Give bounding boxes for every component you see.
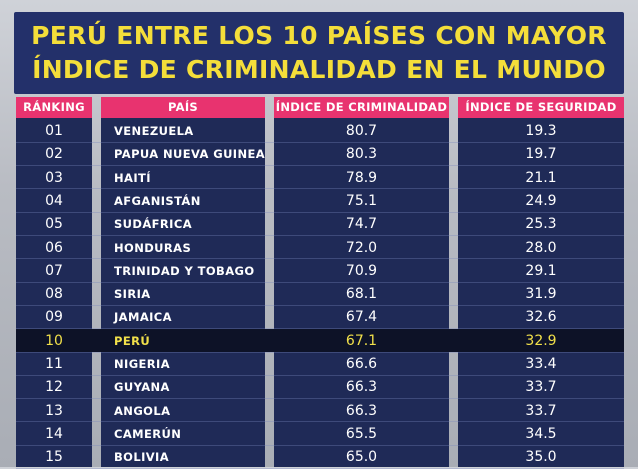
crime-index-cell: 78.9 — [345, 169, 378, 186]
row-divider — [16, 304, 624, 306]
page-title: PERÚ ENTRE LOS 10 PAÍSES CON MAYOR ÍNDIC… — [14, 12, 624, 94]
safety-index-cell: 33.4 — [525, 356, 557, 372]
header-country: PAÍS — [101, 97, 265, 118]
row-divider — [16, 235, 624, 236]
safety-index-cell: 31.9 — [525, 286, 557, 303]
safety-index-cell: 35.0 — [525, 449, 557, 466]
rank-cell: 13 — [45, 402, 63, 419]
crime-index-cell: 67.1 — [345, 332, 378, 349]
country-cell: PERÚ — [114, 333, 151, 348]
row-divider — [16, 281, 624, 283]
crime-index-cell: 72.0 — [345, 239, 378, 256]
row-divider — [16, 374, 624, 376]
safety-index-cell: 33.7 — [525, 402, 557, 419]
crime-index-cell: 68.1 — [345, 286, 378, 303]
safety-index-cell: 29.1 — [525, 262, 557, 279]
crime-index-cell: 65.5 — [345, 425, 378, 442]
country-cell: CAMERÚN — [114, 426, 182, 441]
rank-cell: 02 — [45, 146, 63, 163]
rank-cell: 04 — [45, 192, 63, 209]
safety-index-cell: 34.5 — [525, 425, 557, 442]
row-divider — [16, 351, 624, 353]
header-ranking: RÁNKING — [16, 97, 92, 118]
safety-index-column-bg — [458, 97, 624, 467]
row-divider — [16, 188, 624, 190]
safety-index-cell: 32.6 — [525, 309, 557, 326]
rank-cell: 14 — [45, 425, 63, 442]
ranking-column-bg — [16, 97, 92, 467]
rank-cell: 11 — [45, 356, 63, 372]
country-cell: NIGERIA — [114, 357, 171, 371]
title-line-2: ÍNDICE DE CRIMINALIDAD EN EL MUNDO — [32, 55, 606, 84]
highlight-row — [16, 328, 624, 352]
crime-index-cell: 80.7 — [345, 123, 378, 139]
country-cell: HAITÍ — [114, 170, 151, 185]
crime-index-cell: 66.3 — [345, 402, 378, 419]
row-divider — [16, 421, 624, 423]
row-divider — [16, 165, 624, 167]
crime-index-column-bg — [274, 97, 449, 467]
country-cell: ANGOLA — [114, 403, 171, 418]
safety-index-cell: 19.7 — [525, 146, 557, 163]
crime-index-cell: 75.1 — [345, 192, 378, 209]
rank-cell: 08 — [45, 286, 63, 303]
crime-index-cell: 67.4 — [345, 309, 378, 326]
row-divider — [16, 141, 624, 143]
header-crime-index: ÍNDICE DE CRIMINALIDAD — [274, 97, 449, 118]
safety-index-cell: 32.9 — [525, 332, 557, 349]
safety-index-cell: 33.7 — [525, 379, 557, 396]
country-column-bg — [101, 97, 265, 467]
rank-cell: 03 — [45, 169, 63, 186]
row-divider — [16, 444, 624, 446]
title-line-1: PERÚ ENTRE LOS 10 PAÍSES CON MAYOR — [31, 21, 607, 50]
safety-index-cell: 24.9 — [525, 192, 557, 209]
safety-index-cell: 28.0 — [525, 239, 557, 256]
row-divider — [16, 398, 624, 400]
country-cell: SIRIA — [114, 287, 151, 302]
country-cell: BOLIVIA — [114, 450, 170, 465]
country-cell: PAPUA NUEVA GUINEA — [114, 147, 266, 162]
rank-cell: 09 — [45, 309, 63, 326]
crime-index-cell: 70.9 — [345, 262, 378, 279]
rank-cell: 10 — [45, 332, 63, 349]
crime-index-cell: 65.0 — [345, 449, 378, 466]
rank-cell: 06 — [45, 239, 63, 256]
country-cell: VENEZUELA — [114, 124, 194, 138]
country-cell: GUYANA — [114, 380, 170, 395]
rank-cell: 12 — [45, 379, 63, 396]
country-cell: TRINIDAD Y TOBAGO — [114, 263, 255, 278]
crime-index-cell: 66.6 — [345, 356, 378, 372]
rank-cell: 07 — [45, 262, 63, 279]
country-cell: AFGANISTÁN — [114, 193, 201, 208]
safety-index-cell: 19.3 — [525, 123, 557, 139]
crime-index-cell: 66.3 — [345, 379, 378, 396]
safety-index-cell: 25.3 — [525, 216, 557, 233]
country-cell: JAMAICA — [114, 310, 172, 325]
header-safety-index: ÍNDICE DE SEGURIDAD — [458, 97, 624, 118]
rank-cell: 05 — [45, 216, 63, 233]
crime-index-cell: 80.3 — [345, 146, 378, 163]
country-cell: SUDÁFRICA — [114, 217, 192, 232]
rank-cell: 01 — [45, 123, 63, 139]
row-divider — [16, 211, 624, 213]
safety-index-cell: 21.1 — [525, 169, 557, 186]
country-cell: HONDURAS — [114, 240, 192, 255]
crime-index-cell: 74.7 — [345, 216, 378, 233]
rank-cell: 15 — [45, 449, 63, 466]
row-divider — [16, 258, 624, 260]
